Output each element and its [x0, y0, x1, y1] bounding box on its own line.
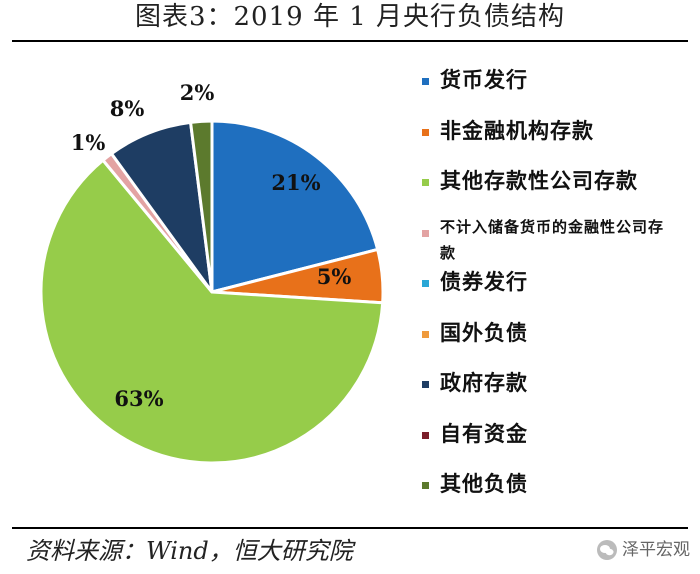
legend-item-6: 政府存款	[422, 367, 692, 418]
legend-label-8: 其他负债	[440, 471, 528, 496]
legend-label-6: 政府存款	[440, 370, 528, 395]
watermark-text: 泽平宏观	[622, 540, 690, 560]
legend-item-1: 非金融机构存款	[422, 115, 692, 166]
data-label-6: 8%	[110, 96, 145, 121]
data-label-3: 1%	[71, 130, 106, 155]
top-rule	[12, 40, 688, 42]
legend-item-8: 其他负债	[422, 468, 692, 519]
legend-marker-5	[422, 330, 429, 338]
data-label-1: 5%	[317, 264, 352, 289]
bottom-rule	[12, 527, 688, 529]
legend-label-1: 非金融机构存款	[440, 117, 594, 143]
legend-item-2: 其他存款性公司存款	[422, 165, 692, 216]
legend-marker-4	[422, 280, 429, 287]
legend-marker-2	[422, 179, 429, 186]
legend-marker-8	[422, 482, 429, 489]
data-label-8: 2%	[180, 80, 215, 105]
legend-marker-7	[422, 431, 429, 439]
legend-item-0: 货币发行	[422, 64, 692, 115]
legend-item-5: 国外负债	[422, 317, 692, 368]
source-note: 资料来源：Wind，恒大研究院	[26, 537, 353, 565]
legend-label-7: 自有资金	[440, 420, 528, 446]
legend-marker-3	[422, 229, 429, 237]
legend-item-4: 债券发行	[422, 266, 692, 317]
legend-marker-0	[422, 78, 429, 85]
data-label-0: 21%	[271, 170, 320, 195]
pie-slice-8	[188, 119, 214, 293]
legend-item-7: 自有资金	[422, 418, 692, 469]
data-label-2: 63%	[114, 386, 163, 411]
legend-label-2: 其他存款性公司存款	[440, 168, 638, 193]
legend-label-0: 货币发行	[440, 67, 528, 92]
legend-label-5: 国外负债	[440, 319, 528, 345]
pie-slice-0	[210, 119, 380, 294]
legend-marker-6	[422, 381, 429, 388]
chart-title: 图表3：2019 年 1 月央行负债结构	[134, 2, 566, 32]
legend-label-4: 债券发行	[440, 269, 528, 294]
legend-marker-1	[422, 128, 429, 136]
pie-slice-2	[39, 158, 385, 465]
legend-label-3: 不计入储备货币的金融性公司存款	[440, 217, 665, 262]
watermark: 泽平宏观	[596, 536, 690, 564]
legend-item-3: 不计入储备货币的金融性公司存款	[422, 216, 692, 267]
chart-legend: 货币发行非金融机构存款其他存款性公司存款不计入储备货币的金融性公司存款债券发行国…	[422, 64, 692, 519]
wechat-icon	[597, 540, 617, 560]
